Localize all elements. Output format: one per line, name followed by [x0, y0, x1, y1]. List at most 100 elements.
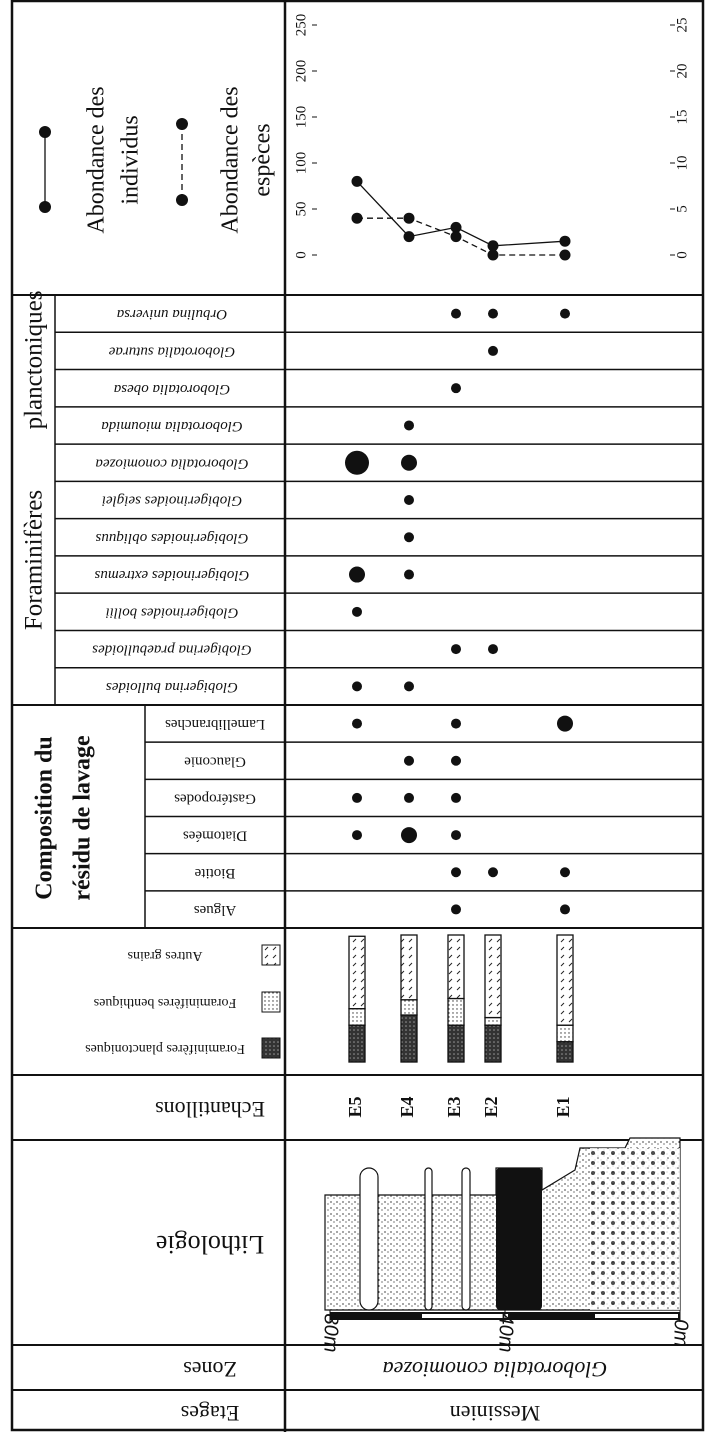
presence-dot — [404, 420, 414, 431]
legend-swatch — [261, 1037, 281, 1059]
point — [450, 221, 462, 233]
row-label: Orbulina universa — [117, 306, 227, 322]
presence-dot — [352, 792, 362, 803]
presence-dot — [488, 345, 498, 356]
litho-coarse — [590, 1148, 680, 1310]
litho-pillar — [461, 1167, 471, 1311]
point — [450, 231, 462, 243]
y-tick-label: 0 — [293, 251, 309, 259]
scale-bar-white — [422, 1314, 508, 1318]
y2-tick-label: 25 — [674, 18, 690, 33]
row-label: Globorotalia suturae — [108, 343, 235, 359]
presence-dot — [451, 718, 461, 729]
zone-name: Globorotalia conomiozea — [383, 1357, 608, 1382]
presence-dot — [352, 718, 362, 729]
point — [559, 235, 571, 247]
sample-label: E2 — [481, 1096, 501, 1117]
stack-segment — [447, 997, 465, 1026]
presence-dot — [345, 450, 369, 475]
row-label: Globigerinoides seiglei — [102, 493, 242, 509]
header: Etages — [181, 1401, 240, 1426]
point — [487, 240, 499, 252]
presence-dot — [404, 532, 414, 543]
presence-dot — [404, 495, 414, 505]
litho-black — [496, 1168, 542, 1310]
scale-label: 80m — [320, 1314, 342, 1353]
sample-label: E1 — [553, 1096, 573, 1117]
legend-label: Abondance des — [84, 86, 110, 233]
point — [559, 249, 571, 261]
legend-swatch — [261, 944, 281, 966]
presence-dot — [349, 566, 365, 583]
presence-dot — [488, 867, 498, 878]
section-title: Composition du — [32, 736, 58, 899]
row-label: Algues — [194, 902, 237, 918]
row-label: Globigerina bulloides — [106, 679, 238, 695]
header: Echantillons — [155, 1097, 265, 1122]
presence-dot — [451, 792, 461, 803]
header: Lithologie — [156, 1230, 264, 1259]
section-title: planctoniques — [21, 291, 48, 430]
presence-dot — [401, 827, 417, 844]
presence-dot — [451, 755, 461, 766]
stack-segment — [556, 1041, 574, 1063]
presence-dot — [557, 715, 573, 732]
scale-label: 0m — [670, 1319, 692, 1347]
litho-pillar — [424, 1167, 433, 1311]
legend-swatch — [261, 991, 281, 1013]
stack-segment — [447, 1024, 465, 1063]
presence-dot — [560, 308, 570, 319]
presence-dot — [404, 569, 414, 580]
stack-segment — [400, 999, 418, 1016]
point — [403, 231, 415, 243]
presence-dot — [560, 904, 570, 915]
stack-segment — [484, 1016, 502, 1026]
legend-dot — [39, 126, 51, 138]
section-title: Foraminifères — [21, 490, 48, 630]
stack-segment — [484, 934, 502, 1019]
stack-segment — [348, 1008, 366, 1026]
legend-label: espèces — [250, 123, 276, 196]
y2-tick-label: 15 — [674, 110, 690, 125]
row-label: Globorotalia mioumida — [101, 418, 243, 434]
row-label: Globigerinoides obliquus — [95, 530, 248, 546]
stack-segment — [400, 934, 418, 1001]
row-label: Diatomées — [183, 828, 247, 844]
row-label: Globorotalia conomiozea — [95, 455, 248, 471]
scale-label: 40m — [495, 1314, 517, 1353]
point — [351, 212, 363, 224]
legend-label: Foraminifères planctoniques — [85, 1041, 245, 1056]
presence-dot — [488, 308, 498, 319]
y2-tick-label: 10 — [674, 156, 690, 171]
presence-dot — [451, 383, 461, 394]
row-label: Globigerinoides bollii — [106, 604, 239, 620]
presence-dot — [451, 644, 461, 655]
legend-label: Abondance des — [218, 86, 244, 233]
presence-dot — [404, 792, 414, 803]
y-tick-label: 50 — [293, 202, 309, 217]
row-label: Gastéropodes — [174, 790, 256, 806]
presence-dot — [352, 830, 362, 841]
presence-dot — [352, 606, 362, 617]
legend-label: Autres grains — [127, 948, 202, 963]
row-label: Globigerinoides extremus — [94, 567, 249, 583]
stack-segment — [556, 934, 574, 1026]
legend-dot — [39, 201, 51, 213]
litho-pillar — [359, 1167, 379, 1311]
row-label: Globigerina praebulloides — [92, 642, 252, 658]
row-label: Biotite — [194, 865, 235, 881]
stage-name: Messinien — [450, 1401, 540, 1426]
y2-tick-label: 20 — [674, 64, 690, 79]
presence-dot — [404, 681, 414, 692]
presence-dot — [488, 644, 498, 655]
presence-dot — [451, 830, 461, 841]
presence-dot — [451, 904, 461, 915]
presence-dot — [451, 308, 461, 319]
legend-dot — [176, 118, 188, 130]
point — [403, 212, 415, 224]
row-label: Globorotalia obesa — [114, 381, 231, 397]
sample-label: E3 — [444, 1096, 464, 1117]
stack-segment — [556, 1024, 574, 1043]
sample-label: E4 — [397, 1096, 417, 1117]
